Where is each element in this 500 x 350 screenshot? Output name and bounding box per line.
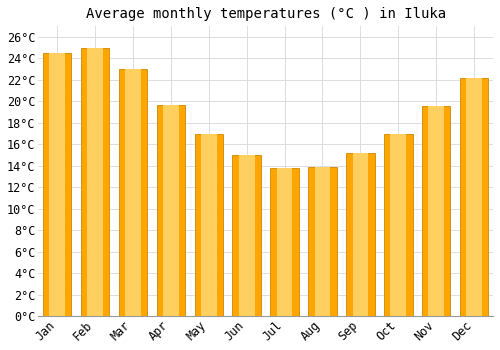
Bar <box>270 168 299 316</box>
Bar <box>466 78 482 316</box>
Bar <box>460 78 488 316</box>
Bar <box>352 153 368 316</box>
Bar <box>277 168 292 316</box>
Bar <box>346 153 374 316</box>
Bar <box>384 134 412 316</box>
Bar <box>390 134 406 316</box>
Bar <box>232 155 261 316</box>
Bar <box>194 134 223 316</box>
Bar <box>428 106 444 316</box>
Bar <box>119 69 147 316</box>
Bar <box>81 48 110 316</box>
Bar <box>239 155 254 316</box>
Bar <box>50 53 65 316</box>
Bar <box>422 106 450 316</box>
Bar <box>201 134 216 316</box>
Bar <box>308 167 336 316</box>
Bar <box>43 53 72 316</box>
Bar <box>163 105 178 316</box>
Bar <box>156 105 185 316</box>
Bar <box>314 167 330 316</box>
Bar <box>88 48 103 316</box>
Title: Average monthly temperatures (°C ) in Iluka: Average monthly temperatures (°C ) in Il… <box>86 7 446 21</box>
Bar <box>125 69 141 316</box>
